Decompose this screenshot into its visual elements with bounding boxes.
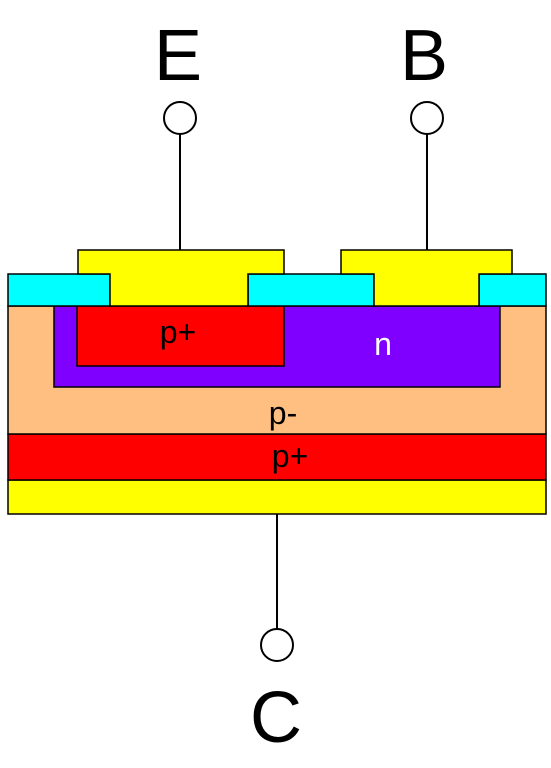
drift-region-label: p- [269,395,297,431]
collector-metal-contact [7,479,547,515]
oxide-right [478,273,547,307]
emitter-terminal-label: E [154,16,202,96]
collector-terminal-label: C [250,678,302,758]
collector-terminal-circle [260,628,294,662]
emitter-terminal-circle [163,101,197,135]
oxide-left [7,273,111,307]
p-plus-substrate [7,433,547,481]
base-region-label: n [374,326,392,362]
emitter-region-label: p+ [160,314,196,350]
base-terminal-circle [410,101,444,135]
base-terminal-label: B [400,16,448,96]
substrate-label: p+ [272,438,308,474]
p-plus-emitter-region [76,305,285,367]
oxide-middle [247,273,375,307]
emitter-metal-contact [77,249,285,307]
base-metal-contact [340,249,513,307]
